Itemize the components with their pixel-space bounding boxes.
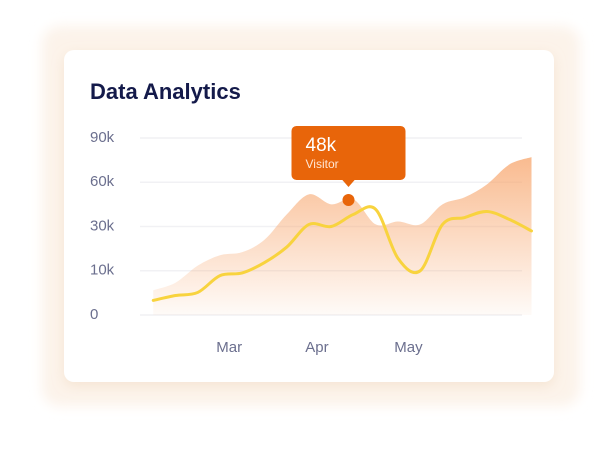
x-tick-label: Mar [216,339,242,356]
area [153,157,532,315]
y-tick-label: 60k [90,173,115,190]
tooltip-value: 48k [306,135,337,156]
highlight-dot [342,193,355,206]
line [151,205,533,302]
y-tick-label: 0 [90,306,98,323]
tooltip [291,125,406,180]
tooltip-pointer [341,178,356,187]
x-tick-label: May [394,339,423,356]
y-tick-label: 90k [90,129,115,146]
y-tick-label: 30k [90,217,115,234]
tooltip-note: Visitor [306,157,339,171]
x-tick-label: Apr [305,339,328,356]
y-tick-label: 10k [90,262,115,279]
chart-title: Data Analytics [90,79,241,104]
